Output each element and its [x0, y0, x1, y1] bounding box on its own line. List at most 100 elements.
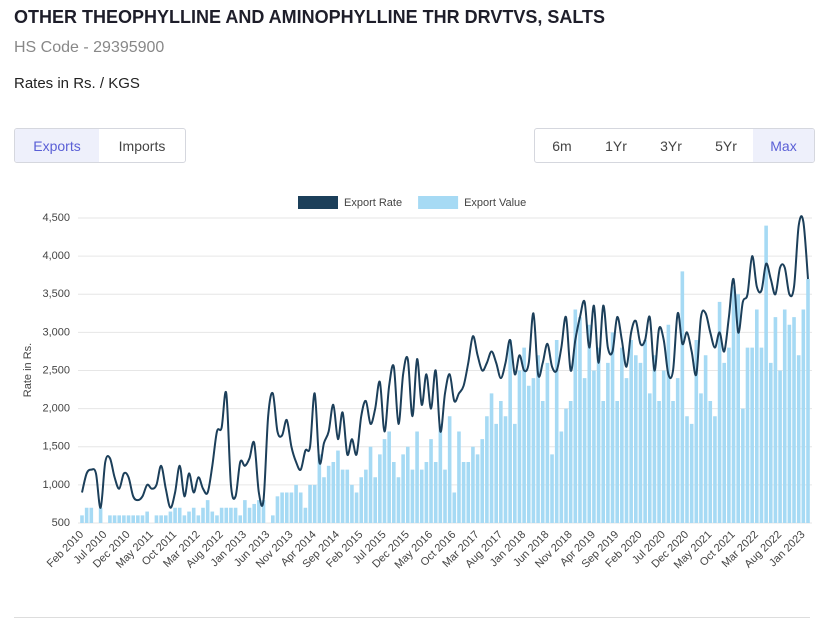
- bar: [182, 515, 187, 523]
- y-tick-label: 4,500: [42, 212, 70, 224]
- bar: [126, 515, 131, 523]
- bar: [131, 515, 135, 523]
- bar: [624, 378, 629, 523]
- bar: [98, 507, 103, 523]
- bar: [284, 492, 289, 523]
- bar: [396, 477, 401, 523]
- bar: [792, 317, 796, 523]
- bar: [489, 393, 494, 523]
- bar: [340, 469, 345, 523]
- bar: [117, 515, 122, 523]
- range-6m[interactable]: 6m: [552, 137, 572, 154]
- bar: [368, 446, 373, 523]
- bar: [801, 309, 806, 523]
- bar: [531, 378, 536, 523]
- bar: [336, 450, 340, 523]
- bar: [806, 279, 810, 523]
- y-tick-label: 3,000: [42, 326, 70, 338]
- bar: [596, 347, 601, 523]
- bar: [122, 515, 126, 523]
- bar: [410, 469, 415, 523]
- trade-tabs: Exports Imports: [14, 128, 186, 163]
- y-tick-label: 2,000: [42, 403, 70, 415]
- title: OTHER THEOPHYLLINE AND AMINOPHYLLINE THR…: [14, 7, 606, 27]
- range-3yr[interactable]: 3Yr: [660, 137, 682, 154]
- bar: [177, 507, 182, 523]
- bar: [689, 423, 694, 523]
- bar: [89, 507, 94, 523]
- legend-swatch: [418, 196, 459, 209]
- bar: [643, 340, 647, 523]
- bar: [745, 347, 750, 523]
- bar: [759, 347, 764, 523]
- bar: [461, 462, 466, 523]
- bar: [457, 431, 461, 523]
- bar: [219, 507, 224, 523]
- bar: [252, 503, 256, 523]
- bar: [215, 515, 219, 523]
- bar: [522, 347, 526, 523]
- bar: [768, 362, 773, 523]
- bar: [163, 515, 168, 523]
- bar: [359, 477, 364, 523]
- bar: [322, 477, 326, 523]
- bar: [508, 340, 512, 523]
- range-max[interactable]: Max: [753, 129, 814, 162]
- bar: [392, 462, 396, 523]
- bar: [429, 439, 433, 523]
- bar: [615, 401, 619, 523]
- range-5yr[interactable]: 5Yr: [715, 137, 737, 154]
- bar: [312, 484, 317, 523]
- bar: [620, 347, 624, 523]
- legend-swatch: [298, 196, 338, 209]
- bar: [782, 309, 787, 523]
- bar: [466, 462, 471, 523]
- bar: [750, 347, 754, 523]
- bar: [145, 511, 149, 523]
- bar: [717, 301, 722, 523]
- bar: [629, 340, 633, 523]
- bar: [499, 401, 503, 523]
- bar: [433, 462, 438, 523]
- bar: [243, 500, 247, 523]
- bar: [224, 507, 229, 523]
- bar: [526, 385, 531, 523]
- bar: [480, 439, 485, 523]
- bar: [187, 511, 191, 523]
- range-1yr[interactable]: 1Yr: [605, 137, 627, 154]
- bar: [592, 370, 596, 523]
- divider: [14, 617, 810, 618]
- y-tick-label: 1,000: [42, 479, 70, 491]
- tab-exports[interactable]: Exports: [15, 129, 99, 162]
- bar: [378, 454, 382, 523]
- bar: [666, 324, 671, 523]
- bar: [778, 370, 782, 523]
- bar: [196, 515, 201, 523]
- bar: [261, 500, 266, 523]
- bar: [773, 317, 778, 523]
- bar: [401, 454, 405, 523]
- bar: [364, 469, 368, 523]
- bar: [685, 416, 689, 523]
- bar: [573, 309, 578, 523]
- tab-imports[interactable]: Imports: [118, 137, 166, 154]
- bar: [331, 462, 336, 523]
- bar: [233, 507, 238, 523]
- bar: [317, 454, 322, 523]
- rates-unit: Rates in Rs. / KGS: [14, 75, 140, 92]
- y-axis-label: Rate in Rs.: [22, 343, 34, 397]
- bar: [755, 309, 759, 523]
- hs-code: HS Code - 29395900: [14, 39, 165, 56]
- bar: [564, 408, 568, 523]
- bar: [680, 271, 685, 523]
- bar: [294, 484, 298, 523]
- bar: [210, 511, 215, 523]
- range-buttons: 6m 1Yr 3Yr 5Yr Max: [534, 128, 815, 163]
- bar: [671, 401, 675, 523]
- bar: [582, 378, 587, 523]
- bar: [275, 496, 280, 523]
- bar: [675, 378, 680, 523]
- y-tick-label: 2,500: [42, 364, 70, 376]
- bar: [703, 355, 708, 523]
- bar: [382, 439, 387, 523]
